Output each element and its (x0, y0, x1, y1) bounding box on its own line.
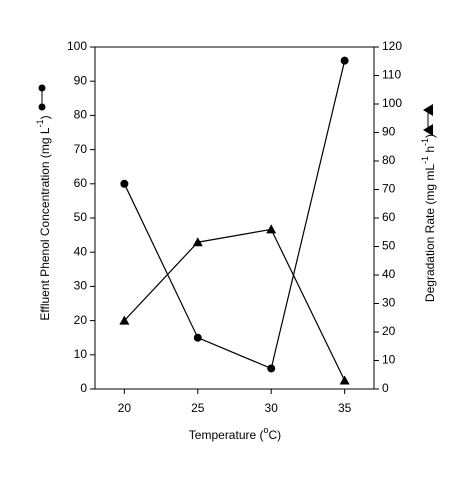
point (119, 315, 130, 325)
y2-tick-label: 90 (382, 125, 396, 139)
x-axis-label: Temperature (oC) (189, 425, 281, 442)
label-text: ) (423, 134, 437, 138)
superscript: -1 (420, 156, 430, 164)
y-tick-label: 100 (67, 39, 87, 53)
label-text: Temperature ( (189, 428, 264, 442)
label-text: ) (38, 115, 52, 119)
legend-marker (423, 104, 433, 116)
x-tick-label: 35 (338, 401, 352, 415)
y-tick-label: 0 (80, 381, 87, 395)
y2-tick-label: 20 (382, 324, 396, 338)
y2-tick-label: 0 (382, 381, 389, 395)
label-text: C) (269, 428, 282, 442)
plot-frame (94, 46, 375, 390)
y-tick-label: 90 (74, 73, 88, 87)
y-tick-label: 30 (74, 279, 88, 293)
y-legend-symbol (38, 84, 46, 111)
point (120, 179, 129, 188)
y-tick-label: 80 (74, 108, 88, 122)
legend-marker (423, 124, 433, 136)
y2-tick-label: 120 (382, 39, 402, 53)
x-tick-label: 25 (191, 401, 205, 415)
y2-tick-label: 10 (382, 353, 396, 367)
point (340, 56, 349, 65)
point (339, 375, 350, 385)
y2-tick-label: 60 (382, 210, 396, 224)
y-axis-label: Effluent Phenol Concentration (mg L-1) (35, 115, 52, 320)
superscript: -1 (35, 119, 45, 127)
point (193, 333, 202, 342)
y-tick-label: 70 (74, 142, 88, 156)
y-tick-label: 60 (74, 176, 88, 190)
point (192, 237, 203, 247)
label-text: Effluent Phenol Concentration (mg L (38, 127, 52, 321)
legend-marker (38, 103, 46, 111)
y2-axis-label: Degradation Rate (mg mL-1 h-1) (420, 134, 437, 302)
y2-tick-label: 70 (382, 182, 396, 196)
y2-tick-label: 30 (382, 296, 396, 310)
y2-legend-symbol (423, 104, 433, 136)
series-line (123, 228, 346, 381)
superscript: -1 (420, 138, 430, 146)
superscript: o (264, 425, 269, 435)
y2-tick-label: 110 (382, 68, 401, 82)
legend-marker (38, 84, 46, 92)
y2-tick-label: 40 (382, 267, 396, 281)
x-tick-label: 30 (265, 401, 279, 415)
label-text: h (423, 146, 437, 156)
y-tick-label: 50 (74, 210, 88, 224)
y2-tick-label: 80 (382, 153, 396, 167)
point (267, 364, 276, 373)
label-text: Degradation Rate (mg mL (423, 164, 437, 302)
point (266, 224, 277, 234)
y2-tick-label: 100 (382, 96, 402, 110)
series-line (123, 60, 346, 370)
x-tick-label: 20 (118, 401, 132, 415)
y-tick-label: 40 (74, 244, 88, 258)
y-tick-label: 20 (74, 313, 88, 327)
y-tick-label: 10 (74, 347, 88, 361)
y2-tick-label: 50 (382, 239, 396, 253)
